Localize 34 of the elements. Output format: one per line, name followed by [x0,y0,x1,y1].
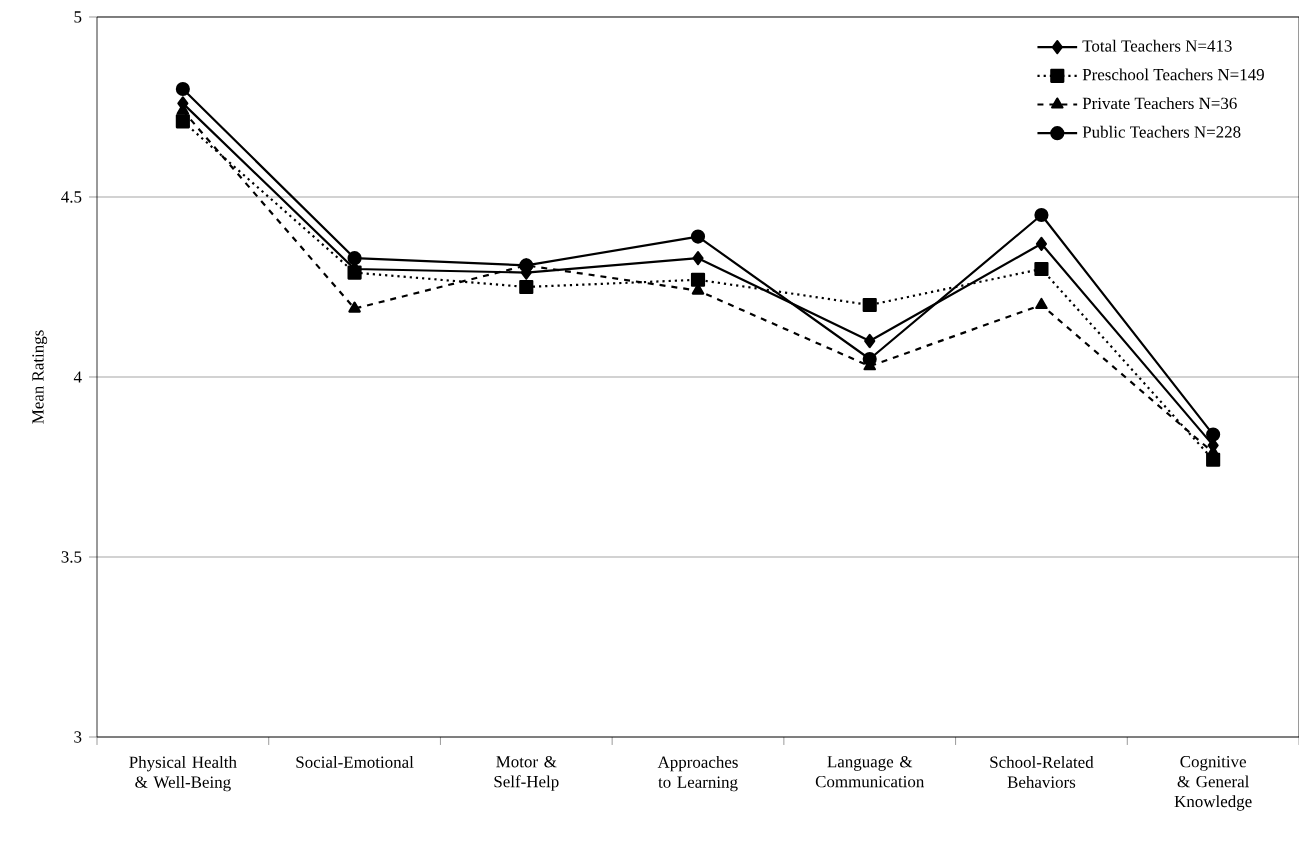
x-tick-label: Motor & Self-Help [494,756,559,791]
y-tick-label: 5 [74,11,82,23]
legend-label: Preschool Teachers N=149 [1082,68,1264,81]
x-tick-label: Cognitive & General Knowledge [1174,755,1252,811]
x-tick-label: Approaches to Learning [657,756,738,792]
y-axis-title: Mean Ratings [32,330,48,424]
point [1034,261,1049,277]
legend-label: Public Teachers N=228 [1082,125,1241,138]
point [862,297,877,313]
point [175,114,190,129]
point [862,351,877,367]
legend-label: Private Teachers N=36 [1082,97,1237,110]
x-tick-label: School-Related Behaviors [990,756,1094,788]
point [347,265,362,280]
legend-label: Total Teachers N=413 [1082,39,1232,52]
point [692,251,704,266]
x-tick-label: Social-Emotional [296,756,414,768]
x-tick-label: Language & Communication [815,756,925,788]
x-tick-label: Physical Health & Well-Being [129,756,237,792]
point [175,81,190,97]
point [1206,427,1221,442]
point [690,272,706,287]
point [347,251,362,266]
point [1035,236,1048,251]
point [348,301,361,313]
y-tick-label: 4 [73,371,82,383]
point [519,279,534,295]
y-tick-label: 4.5 [61,191,82,203]
y-tick-label: 3.5 [61,551,82,563]
point [1034,207,1049,223]
point [690,229,706,244]
y-tick-label: 3 [74,731,82,743]
point [1035,297,1048,310]
point [864,333,876,349]
